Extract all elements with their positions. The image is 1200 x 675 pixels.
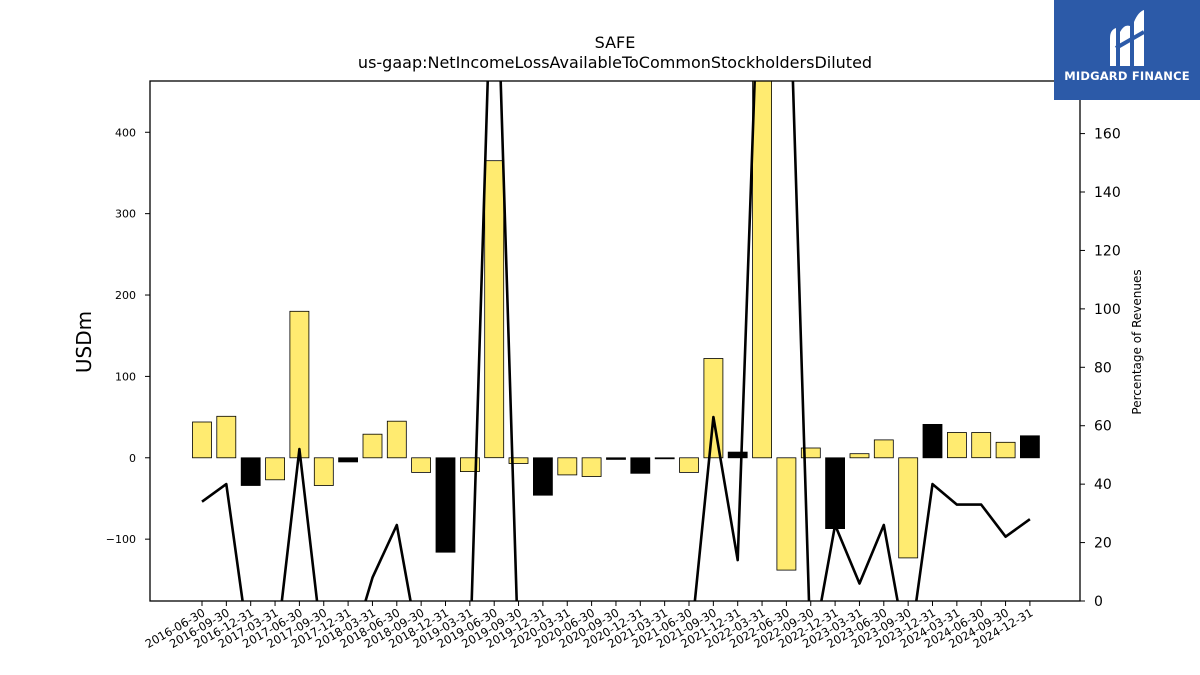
bar-2020-12-31 [630, 457, 651, 474]
bars-group [192, 81, 1040, 571]
bar-2017-06-30 [289, 310, 310, 459]
plot-frame [149, 80, 1081, 602]
midgard-logo-mark-icon [1110, 10, 1145, 67]
logo-text: MIDGARD FINANCE [1064, 69, 1190, 83]
y-tick-label: 0 [129, 452, 136, 465]
bar-2017-12-31 [338, 457, 359, 463]
bar-2021-03-31 [654, 457, 675, 460]
y2-tick-label: 120 [1094, 243, 1121, 259]
bar-2018-09-30 [411, 457, 432, 473]
y-tick-label: −100 [106, 533, 136, 546]
bar-2022-06-30 [776, 457, 797, 571]
percentage-line [201, 81, 1031, 601]
y-axis-label: USDm [72, 311, 96, 373]
bar-2021-09-30 [703, 358, 724, 459]
y2-tick-label: 20 [1094, 536, 1112, 552]
bar-2024-06-30 [971, 432, 992, 459]
y2-tick-label: 140 [1094, 185, 1121, 201]
bar-2021-06-30 [679, 457, 699, 473]
bar-2017-03-31 [265, 457, 286, 481]
bar-2022-03-31 [752, 81, 772, 459]
y-tick-label: 400 [115, 126, 136, 139]
y2-tick-label: 160 [1094, 127, 1121, 143]
y-tick-label: 200 [115, 289, 136, 302]
bar-2024-03-31 [947, 432, 967, 459]
y2-tick-label: 100 [1094, 302, 1121, 318]
bar-2018-03-31 [362, 433, 383, 459]
midgard-finance-logo: MIDGARD FINANCE [1054, 0, 1200, 100]
chart-subtitle: us-gaap:NetIncomeLossAvailableToCommonSt… [358, 53, 872, 72]
bar-2020-06-30 [581, 457, 602, 477]
bar-2017-09-30 [313, 457, 334, 486]
bar-2022-09-30 [800, 447, 821, 459]
bar-2019-06-30 [484, 160, 505, 459]
bar-2016-06-30 [192, 421, 212, 459]
bar-2021-12-31 [727, 451, 748, 459]
bar-2023-03-31 [849, 453, 870, 459]
bar-2016-09-30 [216, 415, 237, 459]
bar-2018-06-30 [386, 420, 407, 459]
y2-tick-label: 0 [1094, 594, 1103, 610]
bar-2022-12-31 [825, 457, 845, 529]
bar-2020-09-30 [606, 457, 626, 460]
y2-axis-label: Percentage of Revenues [1130, 269, 1144, 414]
bar-2016-12-31 [240, 457, 261, 486]
bar-2023-12-31 [922, 423, 943, 459]
bar-2020-03-31 [557, 457, 578, 476]
bar-2019-12-31 [533, 457, 553, 496]
bar-2018-12-31 [435, 457, 456, 553]
bar-2023-06-30 [873, 439, 894, 459]
bar-2024-09-30 [995, 441, 1016, 459]
bar-2019-09-30 [508, 457, 529, 464]
chart-title: SAFE [595, 33, 636, 52]
y-tick-label: 300 [115, 208, 136, 221]
bar-2023-09-30 [898, 457, 919, 559]
y2-tick-label: 40 [1094, 477, 1112, 493]
plot-area: −100010020030040002040608010012014016020… [106, 80, 1121, 651]
y2-tick-label: 60 [1094, 419, 1112, 435]
bar-2024-12-31 [1020, 435, 1040, 459]
y-tick-label: 100 [115, 370, 136, 383]
y2-tick-label: 80 [1094, 360, 1112, 376]
